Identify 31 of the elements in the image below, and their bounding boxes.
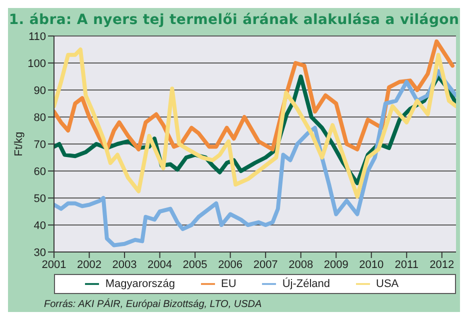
x-tick-label: 2007 [253,258,278,271]
x-tick-label: 2011 [394,258,418,271]
y-tick-label: 110 [28,30,46,43]
chart-title: 1. ábra: A nyers tej termelői árának alakulása a világon [8,11,460,30]
x-tick-label: 2002 [77,258,102,271]
y-tick-label: 60 [34,166,46,178]
line-series [54,48,456,199]
legend-label: USA [376,278,399,290]
x-tick-label: 2008 [288,258,314,271]
y-tick-label: 50 [34,192,46,205]
y-tick-label: 30 [34,246,46,259]
y-tick-label: 100 [28,58,46,70]
x-tick-label: 2006 [218,258,243,271]
x-tick-label: 2010 [359,258,384,271]
x-tick-label: 2003 [112,258,137,271]
x-tick-label: 2004 [148,258,172,271]
y-tick-label: 90 [34,84,46,97]
x-tick-label: 2001 [42,258,66,271]
legend-label: Magyarország [105,278,176,290]
line-series [54,39,454,152]
x-tick-label: 2009 [324,258,348,271]
legend-label: Új-Zéland [282,278,330,290]
legend-label: EU [221,278,236,290]
y-tick-label: 80 [34,112,46,124]
y-axis-title: Ft/kg [12,132,25,156]
text: Forrás: AKI PÁIR, Európai Bizottság, LTO, USDA [44,299,262,310]
line-series [54,69,456,248]
y-tick-label: 40 [34,220,46,232]
x-tick-label: 2005 [182,258,208,271]
y-tick-label: 70 [34,138,46,151]
x-tick-label: 2012 [430,258,454,271]
